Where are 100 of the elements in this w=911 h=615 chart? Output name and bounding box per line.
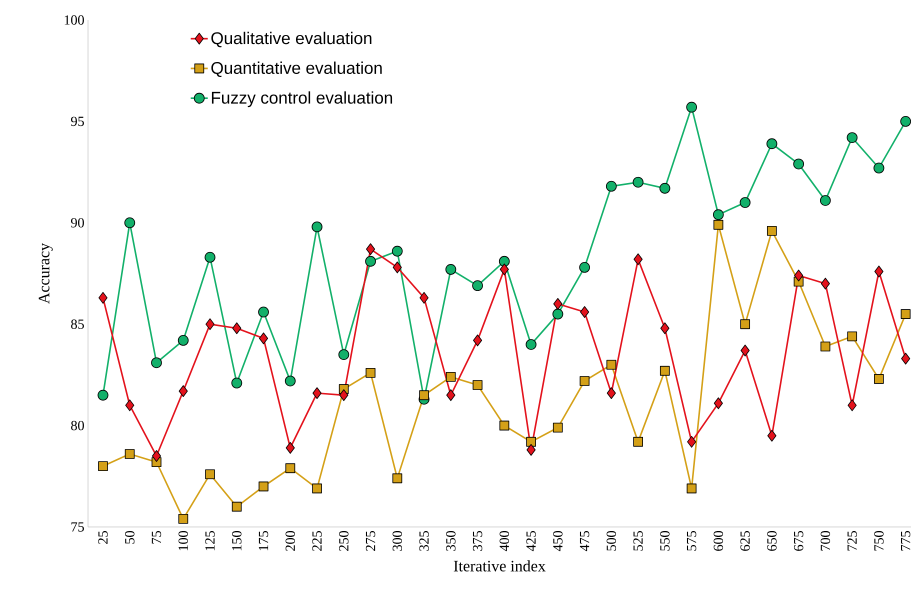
point <box>152 450 162 462</box>
point <box>686 484 697 494</box>
point <box>766 138 778 150</box>
x-tick-label: 700 <box>820 531 830 551</box>
point <box>178 385 188 398</box>
point <box>446 372 456 382</box>
point <box>740 197 751 208</box>
x-tick-label: 250 <box>339 531 349 551</box>
x-tick-label: 775 <box>901 531 910 551</box>
point <box>151 357 162 368</box>
x-tick-label: 725 <box>847 531 857 551</box>
point <box>338 349 350 360</box>
point <box>312 484 322 494</box>
point <box>526 339 536 350</box>
point <box>847 331 858 342</box>
point <box>526 436 536 447</box>
point <box>472 280 483 292</box>
point <box>178 514 188 524</box>
point <box>766 226 777 236</box>
x-tick-label: 400 <box>500 531 510 552</box>
x-tick-label: 150 <box>232 531 242 550</box>
y-tick-label: 100 <box>64 15 84 25</box>
y-tick-label: 85 <box>71 319 84 329</box>
point <box>606 387 616 400</box>
x-tick-label: 100 <box>178 531 188 550</box>
point <box>420 292 429 304</box>
point <box>231 378 242 388</box>
point <box>580 306 590 318</box>
point <box>500 264 509 276</box>
x-tick-label: 350 <box>446 531 456 551</box>
x-tick-label: 125 <box>205 531 215 550</box>
x-tick-label: 625 <box>740 531 750 551</box>
point <box>285 463 296 474</box>
point <box>124 449 135 459</box>
y-tick-label: 75 <box>71 522 84 532</box>
x-tick-label: 450 <box>553 531 563 552</box>
point <box>473 334 482 346</box>
x-tick-label: 25 <box>98 531 108 544</box>
x-tick-label: 75 <box>152 531 162 544</box>
x-tick-label: 675 <box>794 531 804 551</box>
point <box>366 368 376 378</box>
x-tick-label: 375 <box>472 531 482 551</box>
x-tick-label: 225 <box>312 531 322 551</box>
point <box>552 308 564 320</box>
x-tick-label: 500 <box>606 531 616 551</box>
point <box>312 221 322 232</box>
point <box>606 360 616 370</box>
legend-label: Quantitative evaluation <box>211 62 382 78</box>
x-tick-label: 475 <box>580 531 590 552</box>
point <box>124 217 136 228</box>
point <box>205 469 215 480</box>
x-tick-label: 275 <box>366 531 376 551</box>
x-tick-label: 325 <box>419 531 429 551</box>
x-tick-label: 750 <box>874 531 884 551</box>
point <box>366 243 376 256</box>
point <box>286 442 295 454</box>
point <box>419 390 429 400</box>
x-tick-label: 425 <box>526 531 536 552</box>
point <box>660 366 670 376</box>
point <box>794 270 804 282</box>
x-tick-label: 575 <box>686 531 696 551</box>
point <box>552 422 563 433</box>
point <box>258 482 268 492</box>
point <box>365 256 376 267</box>
point <box>312 387 322 400</box>
x-tick-label: 50 <box>125 531 134 544</box>
point <box>793 158 804 170</box>
point <box>820 342 830 352</box>
y-axis-title: Accuracy <box>38 243 53 304</box>
point <box>633 436 643 447</box>
point <box>526 444 536 456</box>
point <box>580 376 590 386</box>
point <box>687 436 696 448</box>
point <box>98 461 108 472</box>
point <box>499 420 510 430</box>
point <box>284 376 296 386</box>
point <box>232 502 242 512</box>
x-axis-title: Iterative index <box>454 560 546 572</box>
point <box>392 473 402 484</box>
legend-label: Fuzzy control evaluation <box>212 91 392 108</box>
point <box>820 278 830 290</box>
point <box>553 298 562 310</box>
point <box>686 102 698 113</box>
x-tick-label: 175 <box>258 531 268 550</box>
point <box>660 322 670 334</box>
point <box>259 332 268 344</box>
x-tick-label: 300 <box>392 531 402 551</box>
x-tick-label: 650 <box>767 531 777 551</box>
point <box>472 380 482 390</box>
point <box>846 132 858 144</box>
y-tick-label: 95 <box>70 116 84 126</box>
point <box>659 182 670 194</box>
x-tick-label: 200 <box>286 531 295 551</box>
point <box>392 246 403 257</box>
point <box>713 220 724 230</box>
point <box>98 390 108 401</box>
point <box>714 397 723 410</box>
legend-label: Qualitative evaluation <box>211 32 372 48</box>
point <box>498 256 510 267</box>
point <box>874 162 884 174</box>
